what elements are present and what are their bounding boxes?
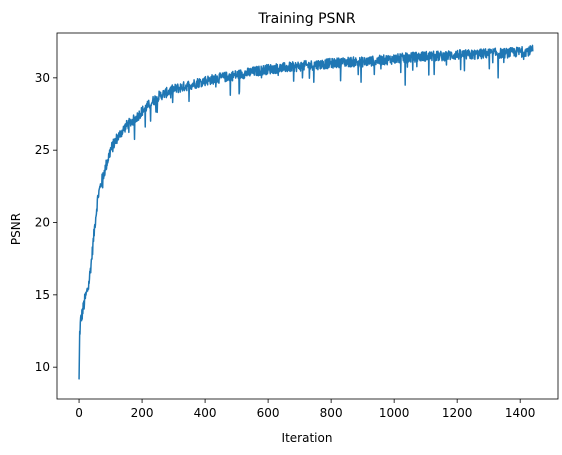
x-tick-label: 800 <box>320 406 343 420</box>
x-tick-label: 200 <box>131 406 154 420</box>
x-tick-label: 600 <box>257 406 280 420</box>
x-tick-label: 1200 <box>442 406 473 420</box>
plot-area <box>56 32 559 400</box>
series-line <box>78 44 534 380</box>
y-tick-label: 30 <box>35 71 50 85</box>
y-tick-label: 20 <box>35 216 50 230</box>
y-tick-label: 10 <box>35 360 50 374</box>
y-tick-label: 15 <box>35 288 50 302</box>
y-axis-label: PSNR <box>9 213 23 245</box>
y-tick-label: 25 <box>35 143 50 157</box>
y-axis: 10 15 20 25 30 <box>35 71 57 374</box>
x-tick-label: 1000 <box>379 406 410 420</box>
x-axis: 0 200 400 600 800 1000 1200 1400 <box>75 399 535 420</box>
x-tick-label: 400 <box>194 406 217 420</box>
chart-title: Training PSNR <box>257 11 355 27</box>
x-tick-label: 0 <box>75 406 83 420</box>
x-axis-label: Iteration <box>282 431 333 445</box>
axes-frame <box>56 32 559 400</box>
x-tick-label: 1400 <box>505 406 536 420</box>
